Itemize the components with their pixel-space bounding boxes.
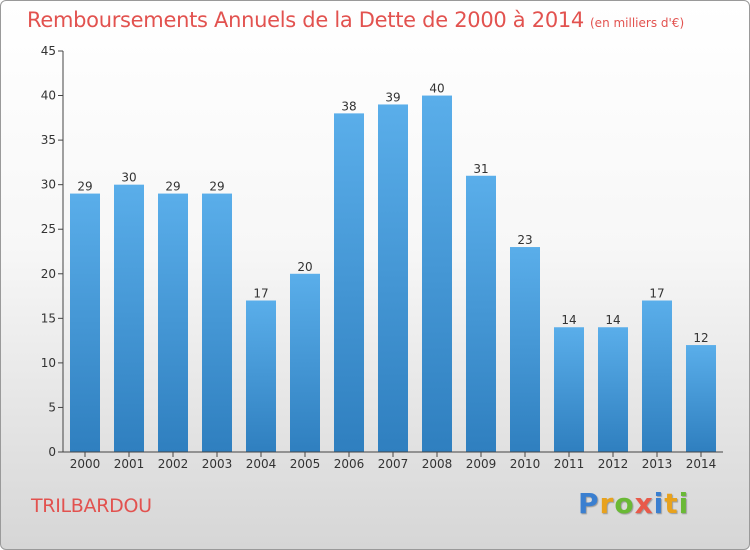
bar-value-label: 40 [429,82,444,96]
x-tick-label: 2010 [510,457,541,471]
bar-2012 [598,327,628,452]
x-tick-label: 2011 [554,457,585,471]
proxiti-logo: Proxiti [578,487,690,520]
bar-2001 [114,184,144,452]
y-tick-label: 35 [41,133,56,147]
bar-2011 [554,327,584,452]
bar-2000 [70,193,100,453]
bar-value-label: 29 [165,180,180,194]
x-tick-label: 2012 [598,457,629,471]
bar-value-label: 23 [517,233,532,247]
bar-value-label: 29 [209,180,224,194]
y-axis: 0 5 10 15 20 25 30 35 40 45 [41,44,64,459]
bars: 29 30 29 29 17 20 38 39 40 31 23 14 14 17 12 [70,82,716,453]
bar-value-label: 14 [605,313,620,327]
x-tick-label: 2000 [70,457,101,471]
chart-title: Remboursements Annuels de la Dette de 20… [27,8,684,32]
bar-2009 [466,175,496,452]
y-tick-label: 15 [41,311,56,325]
bar-value-label: 31 [473,162,488,176]
bar-value-label: 30 [121,171,136,185]
bar-value-label: 29 [77,180,92,194]
bar-value-label: 17 [649,287,664,301]
x-tick-label: 2014 [686,457,717,471]
bar-2002 [158,193,188,453]
commune-name: TRILBARDOU [31,495,152,517]
bar-value-label: 14 [561,313,576,327]
bar-value-label: 12 [693,331,708,345]
y-tick-label: 0 [48,445,56,459]
x-tick-label: 2007 [378,457,409,471]
x-tick-label: 2013 [642,457,673,471]
x-tick-label: 2008 [422,457,453,471]
bar-2006 [334,113,364,452]
x-axis: 2000 2001 2002 2003 2004 2005 2006 2007 2008 2009… [63,451,723,471]
y-tick-label: 40 [41,89,56,103]
bar-value-label: 39 [385,90,400,104]
bar-2005 [290,273,320,452]
x-tick-label: 2001 [114,457,145,471]
x-tick-label: 2009 [466,457,497,471]
bar-2003 [202,193,232,453]
x-tick-label: 2005 [290,457,321,471]
x-tick-label: 2003 [202,457,233,471]
y-tick-label: 45 [41,44,56,58]
bar-2008 [422,95,452,453]
bar-value-label: 20 [297,260,312,274]
bar-2004 [246,300,276,452]
bar-2013 [642,300,672,452]
y-tick-label: 5 [48,400,56,414]
x-tick-label: 2002 [158,457,189,471]
x-tick-label: 2006 [334,457,365,471]
bar-2010 [510,247,540,452]
y-tick-label: 30 [41,178,56,192]
y-tick-label: 25 [41,222,56,236]
y-tick-label: 10 [41,356,56,370]
x-tick-label: 2004 [246,457,277,471]
y-tick-label: 20 [41,267,56,281]
bar-value-label: 38 [341,99,356,113]
bar-2007 [378,104,408,452]
chart-title-text: Remboursements Annuels de la Dette de 20… [27,8,584,32]
bar-2014 [686,345,716,452]
bar-value-label: 17 [253,287,268,301]
chart-unit: (en milliers d'€) [590,16,685,30]
